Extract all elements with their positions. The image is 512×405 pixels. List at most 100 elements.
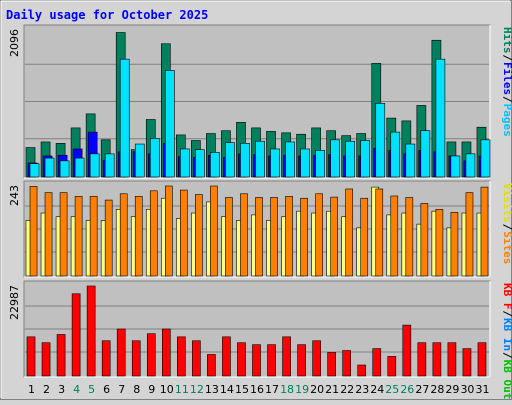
bar-visits-sites-day-10 <box>164 185 173 277</box>
bar-kbytes-kb-f-day-3 <box>56 334 66 377</box>
bar-visits-sites-day-27 <box>420 203 429 277</box>
bar-kbytes-kb-f-day-11 <box>177 336 186 377</box>
bar-requests-pages-day-21 <box>330 139 340 178</box>
bar-kbytes-kb-f-day-10 <box>161 328 171 377</box>
bar-visits-sites-day-5 <box>89 196 98 277</box>
x-tick-day-22: 22 <box>340 383 354 396</box>
bar-requests-pages-day-31 <box>480 139 491 178</box>
x-tick-day-8: 8 <box>133 383 140 396</box>
bar-kbytes-kb-f-day-24 <box>372 348 382 377</box>
bar-visits-sites-day-12 <box>195 194 203 277</box>
panel-kbytes-legend-4: KB Out <box>501 360 512 400</box>
x-tick-day-5: 5 <box>88 383 95 396</box>
bar-kbytes-kb-f-day-6 <box>101 340 111 377</box>
bar-kbytes-kb-f-day-16 <box>252 344 261 377</box>
bar-requests-pages-day-30 <box>465 153 476 178</box>
bar-kbytes-kb-f-day-18 <box>282 336 291 377</box>
x-tick-day-7: 7 <box>118 383 125 396</box>
bar-requests-pages-day-14 <box>225 142 235 178</box>
bar-kbytes-kb-f-day-22 <box>342 350 352 377</box>
bar-kbytes-kb-f-day-2 <box>41 342 51 377</box>
bar-kbytes-kb-f-day-13 <box>207 354 216 377</box>
bar-kbytes-kb-f-day-19 <box>297 344 306 377</box>
bar-visits-sites-day-23 <box>360 197 369 277</box>
bar-kbytes-kb-f-day-5 <box>86 285 96 377</box>
bar-visits-sites-day-8 <box>134 196 143 277</box>
x-tick-day-12: 12 <box>190 383 204 396</box>
bar-visits-sites-day-22 <box>345 188 354 277</box>
x-tick-day-13: 13 <box>205 383 219 396</box>
bar-visits-sites-day-13 <box>210 185 218 277</box>
panel-requests-ymax-label: 2096 <box>8 29 21 57</box>
bar-requests-pages-day-27 <box>420 130 431 178</box>
x-tick-day-24: 24 <box>370 383 384 396</box>
bar-visits-sites-day-16 <box>255 197 263 277</box>
bar-kbytes-kb-f-day-23 <box>357 364 367 377</box>
bar-requests-pages-day-10 <box>164 70 175 178</box>
bar-kbytes-kb-f-day-26 <box>402 324 412 377</box>
bar-requests-pages-day-15 <box>240 143 250 178</box>
bar-requests-pages-day-28 <box>435 58 446 178</box>
bar-kbytes-kb-f-day-15 <box>237 342 246 377</box>
bar-requests-pages-day-9 <box>149 138 160 178</box>
x-tick-day-31: 31 <box>475 383 489 396</box>
x-tick-day-16: 16 <box>250 383 264 396</box>
panel-requests-legend-3: / <box>501 96 512 103</box>
bar-visits-sites-day-14 <box>225 197 233 277</box>
panel-kbytes-legend-3: / <box>501 352 512 359</box>
bar-visits-sites-day-9 <box>149 190 158 277</box>
x-tick-day-30: 30 <box>460 383 474 396</box>
bar-visits-sites-day-30 <box>465 192 474 277</box>
bar-kbytes-kb-f-day-9 <box>146 333 156 377</box>
bar-visits-sites-day-29 <box>450 211 459 277</box>
bar-kbytes-kb-f-day-28 <box>432 342 442 377</box>
bar-visits-sites-day-7 <box>119 193 128 277</box>
bar-requests-pages-day-29 <box>450 155 461 178</box>
bar-visits-sites-day-6 <box>104 199 113 277</box>
bar-requests-pages-day-22 <box>345 140 356 178</box>
x-tick-day-9: 9 <box>148 383 155 396</box>
bar-kbytes-kb-f-day-27 <box>417 342 427 377</box>
x-tick-day-15: 15 <box>235 383 249 396</box>
panel-kbytes-legend-2: KB In <box>501 318 512 351</box>
panel-requests-legend-0: Hits <box>501 27 512 54</box>
bar-visits-sites-day-26 <box>405 197 414 277</box>
bar-kbytes-kb-f-day-21 <box>327 352 336 377</box>
bar-requests-pages-day-20 <box>315 150 325 178</box>
x-tick-day-19: 19 <box>295 383 309 396</box>
bar-visits-sites-day-18 <box>285 196 293 277</box>
bar-kbytes-kb-f-day-8 <box>131 340 141 377</box>
panel-visits-legend-1: / <box>501 224 512 231</box>
bar-requests-pages-day-8 <box>134 143 145 178</box>
panel-requests-legend-4: Pages <box>501 104 512 137</box>
bar-requests-pages-day-11 <box>180 148 190 178</box>
bar-visits-sites-day-21 <box>330 196 338 277</box>
bar-visits-sites-day-2 <box>44 192 53 277</box>
panel-kbytes-legend-0: KB F <box>501 283 512 310</box>
panel-requests-legend-2: Files <box>501 62 512 95</box>
bar-visits-sites-day-17 <box>270 197 278 277</box>
panel-requests-legend-1: / <box>501 54 512 61</box>
bar-requests-pages-day-2 <box>44 157 55 178</box>
bar-kbytes-kb-f-day-4 <box>71 293 81 377</box>
bar-visits-sites-day-24 <box>375 188 384 277</box>
x-tick-day-1: 1 <box>28 383 35 396</box>
bar-visits-sites-day-11 <box>180 189 188 277</box>
bar-kbytes-kb-f-day-31 <box>477 342 487 377</box>
bar-requests-pages-day-1 <box>29 163 40 178</box>
x-tick-day-28: 28 <box>430 383 444 396</box>
bar-requests-pages-day-3 <box>59 160 70 178</box>
bar-requests-pages-day-17 <box>270 148 280 178</box>
chart-title: Daily usage for October 2025 <box>6 8 208 22</box>
panel-kbytes-ymax-label: 22987 <box>8 285 21 320</box>
bar-kbytes-kb-f-day-7 <box>116 328 126 377</box>
bar-kbytes-kb-f-day-1 <box>26 336 36 377</box>
bar-visits-sites-day-20 <box>315 193 323 277</box>
x-tick-day-11: 11 <box>175 383 189 396</box>
panel-visits-legend-0: Visits <box>501 183 512 223</box>
bar-kbytes-kb-f-day-25 <box>387 356 397 377</box>
bar-visits-sites-day-28 <box>435 209 444 277</box>
x-tick-day-18: 18 <box>280 383 294 396</box>
